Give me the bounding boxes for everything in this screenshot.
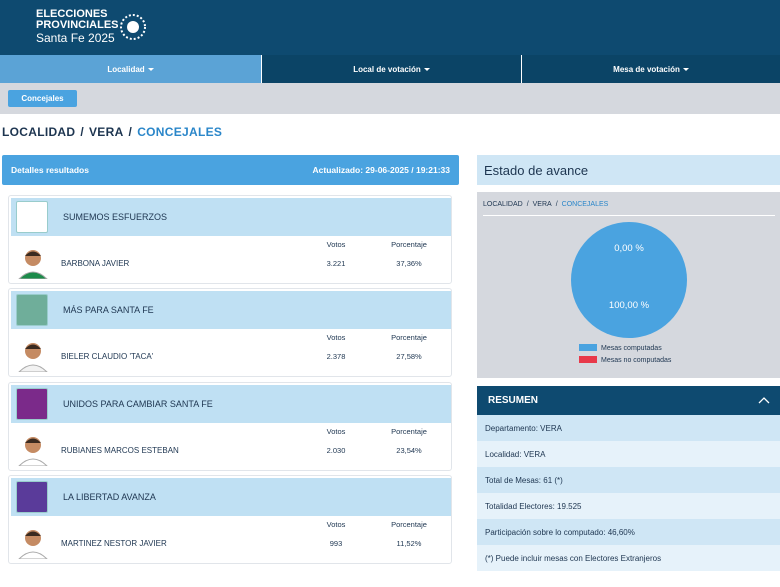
nav-tab[interactable]: Mesa de votación	[522, 55, 780, 83]
column-header: Votos	[326, 240, 346, 249]
nav-tab[interactable]: Local de votación	[262, 55, 521, 83]
column-value: 27,58%	[396, 352, 422, 362]
divider	[483, 215, 775, 216]
column-value: 2.030	[326, 445, 346, 455]
brand: ELECCIONES PROVINCIALES Santa Fe 2025	[36, 8, 119, 46]
brand-line: PROVINCIALES	[36, 19, 119, 31]
summary-row: Departamento: VERA	[477, 415, 780, 441]
filter-button[interactable]: Concejales	[8, 90, 77, 107]
brand-line: ELECCIONES	[36, 8, 108, 20]
nav-tab[interactable]: Localidad	[0, 55, 261, 83]
legend-swatch	[579, 344, 597, 351]
updated: Actualizado: 29-06-2025 / 19:21:33	[312, 165, 450, 175]
emblem	[120, 14, 146, 40]
summary-header[interactable]: RESUMEN	[477, 386, 780, 415]
candidate-photo	[15, 243, 51, 284]
result-card: UNIDOS PARA CAMBIAR SANTA FE RUBIANES MAR…	[8, 381, 452, 471]
party-row: LA LIBERTAD AVANZA	[11, 477, 451, 516]
candidate-name: RUBIANES MARCOS ESTEBAN	[61, 445, 179, 455]
column-header: Porcentaje	[391, 240, 427, 249]
candidate-photo	[15, 429, 51, 471]
header: ELECCIONES PROVINCIALES Santa Fe 2025	[0, 0, 780, 55]
party-name: UNIDOS PARA CAMBIAR SANTA FE	[63, 398, 213, 409]
column-header: Votos	[326, 333, 346, 343]
pie-slice	[571, 222, 687, 338]
column-value: 3.221	[326, 259, 346, 268]
column-header: Porcentaje	[391, 333, 427, 343]
breadcrumb: LOCALIDAD / VERA / CONCEJALES	[2, 125, 222, 139]
summary-row: Total de Mesas: 61 (*)	[477, 467, 780, 493]
crumb-item: VERA	[89, 125, 124, 139]
candidate-name: BIELER CLAUDIO 'TACA'	[61, 352, 154, 362]
breadcrumb-small: LOCALIDAD / VERA / CONCEJALES	[483, 201, 608, 208]
summary-row: Participación sobre lo computado: 46,60%	[477, 519, 780, 545]
separator: /	[128, 125, 133, 139]
column-value: 11,52%	[396, 538, 422, 548]
party-name: SUMEMOS ESFUERZOS	[63, 212, 168, 222]
column-value: 23,54%	[396, 445, 422, 455]
column-header: Votos	[326, 426, 346, 436]
brand-subtitle: Santa Fe 2025	[36, 31, 115, 45]
candidate-photo	[15, 522, 51, 564]
crumb-item: LOCALIDAD	[2, 125, 76, 139]
result-card: LA LIBERTAD AVANZA MARTINEZ NESTOR JAVIER…	[8, 474, 452, 564]
party-name: LA LIBERTAD AVANZA	[63, 491, 156, 502]
crumb-item: VERA	[532, 201, 552, 208]
column-header: Porcentaje	[391, 426, 427, 436]
column-value: 993	[329, 538, 343, 548]
column-header: Porcentaje	[391, 519, 427, 529]
crumb-item: CONCEJALES	[137, 125, 223, 139]
crumb-item: CONCEJALES	[561, 201, 609, 208]
summary-row: Totalidad Electores: 19.525	[477, 493, 780, 519]
column-header: Votos	[326, 519, 346, 529]
summary-row: Localidad: VERA	[477, 441, 780, 467]
separator: /	[80, 125, 84, 139]
crumb-item: LOCALIDAD	[483, 201, 523, 208]
party-logo	[16, 387, 48, 420]
results-title: Detalles resultados	[11, 165, 89, 175]
party-row: SUMEMOS ESFUERZOS	[11, 198, 451, 236]
summary-row: (*) Puede incluir mesas con Electores Ex…	[477, 545, 780, 571]
chevron	[758, 397, 770, 404]
legend-label: Mesas no computadas	[601, 357, 672, 364]
legend-label: Mesas computadas	[601, 345, 662, 352]
party-logo	[16, 201, 48, 233]
candidate-photo	[15, 336, 51, 377]
party-logo	[16, 294, 48, 327]
party-name: MÁS PARA SANTA FE	[63, 305, 154, 316]
candidate-name: BARBONA JAVIER	[61, 259, 130, 268]
pie-label: 100,00 %	[609, 300, 650, 311]
candidate-name: MARTINEZ NESTOR JAVIER	[61, 538, 167, 548]
pie-label: 0,00 %	[614, 243, 644, 254]
party-row: MÁS PARA SANTA FE	[11, 291, 451, 330]
pie-chart: 100,00 % 0,00 % Mesas computadas Mesas no c…	[571, 222, 687, 364]
summary-title: RESUMEN	[488, 395, 539, 406]
progress-title: Estado de avance	[477, 155, 780, 185]
legend-swatch	[579, 356, 597, 363]
result-card: MÁS PARA SANTA FE BIELER CLAUDIO 'TACA' Vo…	[8, 288, 452, 378]
results-header: Detalles resultados Actualizado: 29-06-2…	[2, 155, 459, 185]
column-value: 2.378	[326, 352, 346, 362]
result-card: SUMEMOS ESFUERZOS BARBONA JAVIER Votos 3.22…	[8, 195, 452, 284]
party-row: UNIDOS PARA CAMBIAR SANTA FE	[11, 384, 451, 423]
filter-bar	[0, 83, 780, 114]
separator: /	[555, 201, 558, 208]
separator: /	[526, 201, 529, 208]
party-logo	[16, 480, 48, 513]
column-value: 37,36%	[396, 259, 422, 268]
